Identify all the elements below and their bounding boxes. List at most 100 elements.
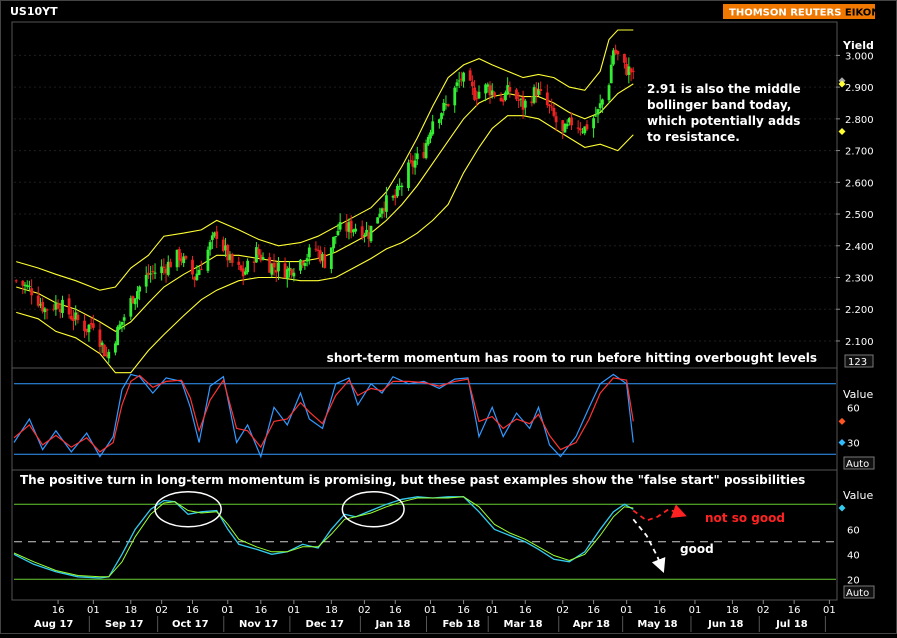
candle-body xyxy=(197,269,201,275)
x-tick-label: 02 xyxy=(155,605,168,616)
candle-body xyxy=(521,96,525,110)
candle-body xyxy=(69,315,73,320)
candle-body xyxy=(259,254,263,261)
candle-body xyxy=(290,269,294,276)
price-corner-box[interactable] xyxy=(844,354,874,368)
candle-body xyxy=(376,217,380,224)
candle-body xyxy=(138,286,142,292)
x-month-label: Jun 18 xyxy=(707,619,743,630)
symbol-label: US10YT xyxy=(10,5,58,18)
x-tick-label: 16 xyxy=(519,605,532,616)
candle-body xyxy=(303,263,307,266)
candle-body xyxy=(122,317,126,321)
candle-body xyxy=(166,261,170,275)
x-tick-label: 16 xyxy=(653,605,666,616)
candle-body xyxy=(565,123,569,127)
x-month-label: Apr 18 xyxy=(573,619,610,630)
long-auto-button[interactable] xyxy=(843,585,875,599)
candle-body xyxy=(133,298,137,305)
candle-body xyxy=(105,354,108,357)
candle-body xyxy=(180,258,183,262)
candle-body xyxy=(85,328,89,332)
candle-body xyxy=(272,262,276,268)
short-axis: 60 30 xyxy=(838,403,860,450)
candle-body xyxy=(552,107,556,116)
candle-body xyxy=(545,92,549,106)
candle-body xyxy=(285,269,289,279)
candle-body xyxy=(623,53,626,63)
candle-body xyxy=(224,245,227,251)
candle-body xyxy=(407,162,410,189)
candle-body xyxy=(504,92,507,100)
candle-body xyxy=(444,104,448,106)
x-tick-label: 01 xyxy=(620,605,633,616)
brand-badge xyxy=(723,4,875,19)
candle-body xyxy=(74,312,78,320)
candle-body xyxy=(39,304,42,306)
candle-body xyxy=(413,160,417,168)
candle-body xyxy=(596,109,600,115)
candle-body xyxy=(380,208,384,214)
candle-body xyxy=(91,323,95,328)
price-corner-label: 123 xyxy=(848,357,867,368)
long-axis: 60 40 20 xyxy=(838,504,860,586)
candle-body xyxy=(301,261,305,266)
candle-body xyxy=(585,124,589,130)
candle-body xyxy=(561,120,565,132)
highlight-ellipse xyxy=(341,491,405,528)
x-tick-label: 01 xyxy=(823,605,836,616)
candle-body xyxy=(195,273,199,280)
candle-body xyxy=(160,266,164,274)
short-d-marker xyxy=(838,417,846,425)
candle-body xyxy=(182,256,186,264)
candle-body xyxy=(537,89,540,95)
candle-body xyxy=(437,119,441,123)
candle-body xyxy=(239,265,243,271)
candle-body xyxy=(515,89,518,100)
x-tick-label: 16 xyxy=(389,605,402,616)
candle-body xyxy=(274,269,278,273)
candle-body xyxy=(411,160,415,167)
candle-body xyxy=(431,121,435,135)
candle-body xyxy=(631,70,635,72)
brand-label: THOMSON REUTERS EIKON xyxy=(729,8,880,19)
candle-body xyxy=(208,242,212,250)
candle-body xyxy=(261,257,265,260)
candle-body xyxy=(144,274,148,287)
not-so-good-label: not so good xyxy=(705,511,785,525)
candle-body xyxy=(56,303,60,309)
candle-body xyxy=(255,247,258,263)
short-auto-button[interactable] xyxy=(843,456,875,470)
candle-body xyxy=(501,99,505,102)
candle-body xyxy=(334,236,338,238)
candle-body xyxy=(268,257,272,273)
price-markers xyxy=(838,77,846,136)
candle-body xyxy=(369,225,373,242)
candle-body xyxy=(177,249,181,261)
x-tick-label: 01 xyxy=(689,605,702,616)
x-month-label: Dec 17 xyxy=(306,619,344,630)
candle-body xyxy=(246,260,249,273)
candle-body xyxy=(30,288,34,296)
x-tick-label: 16 xyxy=(52,605,65,616)
x-axis: 16 01 18 02 16 01 16 01 18 02 16 01 16 01 16 02 16 01 16 01… xyxy=(34,600,836,632)
candle-body xyxy=(470,81,474,87)
candle-body xyxy=(175,249,179,268)
candle-body xyxy=(237,261,241,265)
x-tick-label: 16 xyxy=(587,605,600,616)
x-tick-label: 02 xyxy=(757,605,770,616)
price-tick-label: 2.600 xyxy=(845,178,874,189)
candle-body xyxy=(475,98,479,100)
candle-body xyxy=(508,87,512,92)
candle-body xyxy=(107,351,111,359)
candle-body xyxy=(89,323,93,325)
price-tick-label: 2.400 xyxy=(845,242,874,253)
candle-body xyxy=(314,248,318,250)
candle-body xyxy=(228,254,232,260)
x-month-label: Aug 17 xyxy=(34,619,73,630)
candle-body xyxy=(367,232,371,239)
candle-body xyxy=(349,220,353,233)
candle-body xyxy=(36,295,40,306)
candle-body xyxy=(83,320,86,331)
price-marker xyxy=(838,128,846,136)
